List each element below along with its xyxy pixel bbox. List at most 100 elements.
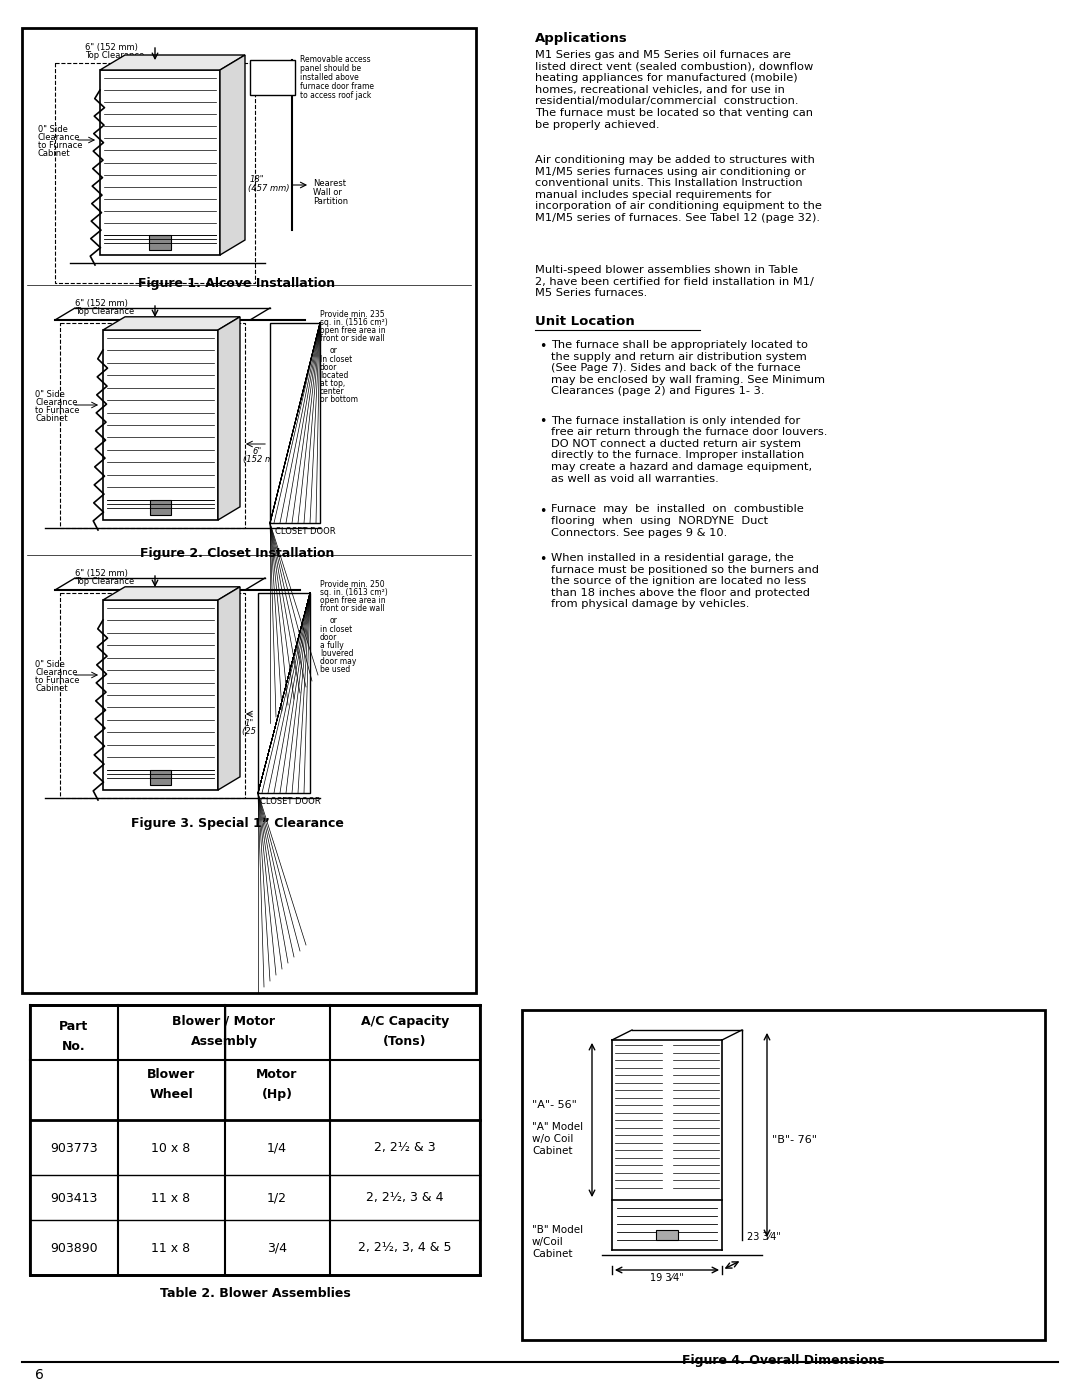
Text: 6" (152 mm): 6" (152 mm) [75, 569, 127, 578]
Text: 0" Side: 0" Side [35, 659, 65, 669]
Text: •: • [539, 553, 546, 566]
Text: 3/4: 3/4 [267, 1242, 287, 1255]
Text: Provide min. 250: Provide min. 250 [320, 580, 384, 590]
Text: Multi-speed blower assemblies shown in Table
2, have been certified for field in: Multi-speed blower assemblies shown in T… [535, 265, 814, 298]
Text: Wheel: Wheel [149, 1088, 193, 1101]
Text: (Tons): (Tons) [383, 1035, 427, 1048]
Text: (152 mm): (152 mm) [243, 455, 284, 464]
Polygon shape [103, 587, 240, 599]
Text: 0" Side: 0" Side [38, 124, 68, 134]
Text: 1/4: 1/4 [267, 1141, 287, 1154]
Polygon shape [220, 54, 245, 256]
Text: door: door [320, 633, 337, 643]
Bar [656, 1229, 678, 1241]
Text: Table 2. Blower Assemblies: Table 2. Blower Assemblies [160, 1287, 350, 1301]
Text: center: center [320, 387, 345, 395]
Text: installed above: installed above [300, 73, 359, 82]
Text: w/Coil: w/Coil [532, 1236, 564, 1248]
Text: •: • [539, 339, 546, 353]
Polygon shape [103, 317, 240, 330]
Text: Partition: Partition [313, 197, 348, 205]
Text: Provide min. 235: Provide min. 235 [320, 310, 384, 319]
Bar [249, 60, 295, 95]
Text: Assembly: Assembly [190, 1035, 257, 1048]
Bar [30, 1004, 480, 1275]
Bar [150, 500, 171, 515]
Text: Top Clearance: Top Clearance [85, 52, 145, 60]
Text: or: or [330, 346, 338, 355]
Text: 2, 2½, 3 & 4: 2, 2½, 3 & 4 [366, 1192, 444, 1204]
Text: Cabinet: Cabinet [35, 685, 68, 693]
Text: Top Clearance: Top Clearance [75, 577, 134, 585]
Text: Cabinet: Cabinet [35, 414, 68, 423]
Text: Blower / Motor: Blower / Motor [173, 1016, 275, 1028]
Text: 903890: 903890 [50, 1242, 98, 1255]
Bar [60, 592, 245, 798]
Bar [55, 63, 255, 284]
Bar [270, 323, 320, 522]
Text: open free area in: open free area in [320, 326, 386, 335]
Text: 903413: 903413 [51, 1192, 97, 1204]
Text: louvered: louvered [320, 650, 353, 658]
Text: 18": 18" [249, 175, 265, 184]
Bar [103, 330, 218, 520]
Text: •: • [539, 415, 546, 429]
Text: sq. in. (1516 cm²): sq. in. (1516 cm²) [320, 319, 388, 327]
Text: 1": 1" [245, 719, 254, 728]
Text: located: located [320, 372, 349, 380]
Bar [22, 28, 476, 993]
Text: A/C Capacity: A/C Capacity [361, 1016, 449, 1028]
Text: No.: No. [63, 1039, 85, 1053]
Text: Figure 1. Alcove Installation: Figure 1. Alcove Installation [138, 277, 336, 291]
Text: Cabinet: Cabinet [532, 1249, 572, 1259]
Text: Figure 2. Closet Installation: Figure 2. Closet Installation [139, 548, 334, 560]
Text: to Furnace: to Furnace [35, 407, 80, 415]
Text: In closet: In closet [320, 355, 352, 365]
Text: The furnace shall be appropriately located to
the supply and return air distribu: The furnace shall be appropriately locat… [551, 339, 825, 397]
Text: w/o Coil: w/o Coil [532, 1134, 573, 1144]
Text: CLOSET DOOR: CLOSET DOOR [260, 798, 321, 806]
Text: Cabinet: Cabinet [532, 1146, 572, 1155]
Text: 6: 6 [35, 1368, 44, 1382]
Text: Figure 4. Overall Dimensions: Figure 4. Overall Dimensions [681, 1354, 885, 1368]
Text: Nearest: Nearest [313, 179, 346, 189]
Text: "A"- 56": "A"- 56" [532, 1099, 577, 1111]
Text: 11 x 8: 11 x 8 [151, 1242, 190, 1255]
Text: a fully: a fully [320, 641, 343, 650]
Text: Top Clearance: Top Clearance [75, 307, 134, 316]
Text: 2, 2½, 3, 4 & 5: 2, 2½, 3, 4 & 5 [359, 1242, 451, 1255]
Polygon shape [100, 54, 245, 70]
Text: "B"- 76": "B"- 76" [772, 1134, 816, 1146]
Text: door: door [320, 363, 337, 372]
Text: 0" Side: 0" Side [35, 390, 65, 400]
Text: Clearance: Clearance [35, 668, 78, 678]
Bar [522, 1010, 1045, 1340]
Text: open free area in: open free area in [320, 597, 386, 605]
Text: 1/2: 1/2 [267, 1192, 287, 1204]
Text: front or side wall: front or side wall [320, 334, 384, 344]
Text: sq. in. (1613 cm²): sq. in. (1613 cm²) [320, 588, 388, 597]
Text: Clearance: Clearance [35, 398, 78, 407]
Text: 6" (152 mm): 6" (152 mm) [75, 299, 127, 307]
Text: be used: be used [320, 665, 350, 673]
Text: 19 3⁄4": 19 3⁄4" [650, 1273, 684, 1282]
Text: CLOSET DOOR: CLOSET DOOR [275, 527, 336, 536]
Polygon shape [218, 587, 240, 789]
Text: 6" (152 mm): 6" (152 mm) [85, 43, 138, 52]
Text: "A" Model: "A" Model [532, 1122, 583, 1132]
Polygon shape [218, 317, 240, 520]
Bar [100, 70, 220, 256]
Text: The furnace installation is only intended for
free air return through the furnac: The furnace installation is only intende… [551, 415, 827, 483]
Text: Blower: Blower [147, 1067, 195, 1081]
Text: (25 mm): (25 mm) [242, 726, 279, 736]
Text: Figure 3. Special 1” Clearance: Figure 3. Special 1” Clearance [131, 817, 343, 830]
Text: 903773: 903773 [50, 1141, 98, 1154]
Text: to access roof jack: to access roof jack [300, 91, 372, 101]
Bar [149, 235, 171, 250]
Text: 2, 2½ & 3: 2, 2½ & 3 [374, 1141, 436, 1154]
Text: Furnace  may  be  installed  on  combustible
flooring  when  using  NORDYNE  Duc: Furnace may be installed on combustible … [551, 504, 804, 538]
Bar [150, 770, 171, 785]
Bar [60, 323, 245, 528]
Text: to Furnace: to Furnace [35, 676, 80, 685]
Text: M1 Series gas and M5 Series oil furnaces are
listed direct vent (sealed combusti: M1 Series gas and M5 Series oil furnaces… [535, 50, 813, 130]
